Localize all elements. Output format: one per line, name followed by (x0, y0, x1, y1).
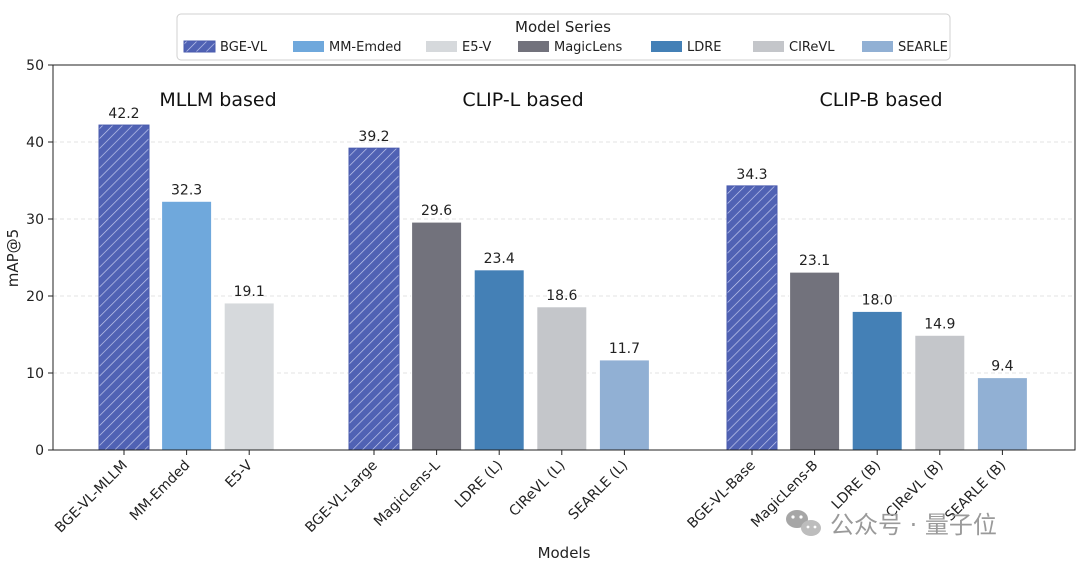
data-label: 19.1 (234, 284, 265, 300)
legend-label: MM-Emded (329, 40, 402, 55)
data-label: 32.3 (171, 182, 202, 198)
legend: Model Series BGE-VL MM-Emded E5-V MagicLens… (176, 13, 951, 61)
x-tick-label: CIReVL (L) (506, 458, 568, 520)
data-label: 18.6 (546, 288, 577, 304)
data-label: 42.2 (108, 106, 139, 122)
bar (914, 334, 966, 451)
x-tick-label: SEARLE (L) (566, 458, 632, 524)
data-label: 39.2 (358, 129, 389, 145)
y-tick-label: 50 (26, 58, 44, 74)
wechat-icon (786, 510, 821, 536)
data-label: 14.9 (924, 316, 955, 332)
legend-swatch (183, 40, 216, 53)
data-label: 11.7 (609, 341, 640, 357)
y-tick-label: 20 (26, 289, 44, 305)
legend-swatch (651, 41, 682, 52)
bar (536, 306, 588, 451)
bar (161, 200, 213, 451)
y-tick-label: 40 (26, 135, 44, 151)
data-label: 29.6 (421, 203, 452, 219)
legend-label: SEARLE (898, 40, 948, 55)
bar (851, 310, 903, 451)
bars: 42.2 32.3 19.1 39.2 29.6 23.4 18.6 11.7 34.3 23.1… (98, 106, 1028, 451)
bar (726, 185, 778, 451)
x-tick-label: LDRE (B) (829, 458, 884, 513)
data-label: 23.1 (799, 253, 830, 269)
legend-label: E5-V (462, 40, 491, 55)
group-label: CLIP-L based (462, 89, 583, 111)
group-label: MLLM based (159, 89, 276, 111)
x-tick-label: BGE-VL-Base (685, 458, 759, 532)
x-tick-label: LDRE (L) (452, 458, 506, 512)
bar (411, 221, 463, 451)
bar (98, 124, 150, 451)
bar (976, 377, 1028, 451)
legend-label: CIReVL (789, 40, 835, 55)
legend-label: BGE-VL (220, 40, 268, 55)
legend-swatch (426, 41, 457, 52)
x-tick-label: MagicLens-B (748, 458, 821, 531)
y-tick-label: 10 (26, 366, 44, 382)
legend-swatch (862, 41, 893, 52)
bar (223, 302, 275, 451)
group-labels: MLLM based CLIP-L based CLIP-B based (159, 89, 942, 111)
watermark: 公众号 · 量子位 (786, 510, 997, 539)
y-tick-label: 0 (35, 443, 44, 459)
y-tick-label: 30 (26, 212, 44, 228)
data-label: 23.4 (484, 251, 515, 267)
group-label: CLIP-B based (819, 89, 942, 111)
legend-label: LDRE (687, 40, 722, 55)
x-tick-label: MagicLens-L (371, 457, 443, 529)
bar (789, 271, 841, 451)
data-label: 18.0 (862, 292, 893, 308)
x-tick-label: E5-V (222, 457, 256, 491)
x-tick-label: MM-Emded (127, 458, 194, 525)
legend-label: MagicLens (554, 40, 622, 55)
y-axis-title: mAP@5 (4, 229, 22, 287)
x-tick-label: BGE-VL-Large (302, 458, 380, 536)
x-axis-title: Models (538, 544, 591, 562)
data-label: 34.3 (736, 167, 767, 183)
watermark-text: 公众号 · 量子位 (830, 511, 997, 539)
plot-area (52, 64, 1076, 451)
bar (598, 359, 650, 451)
y-axis: 0 10 20 30 40 50 (26, 58, 53, 459)
legend-swatch (518, 41, 549, 52)
legend-swatch (753, 41, 784, 52)
legend-swatch (293, 41, 324, 52)
legend-title: Model Series (515, 18, 611, 36)
bar (473, 269, 525, 451)
x-tick-label: BGE-VL-MLLM (52, 458, 131, 537)
bar (348, 147, 400, 451)
data-label: 9.4 (991, 359, 1013, 375)
